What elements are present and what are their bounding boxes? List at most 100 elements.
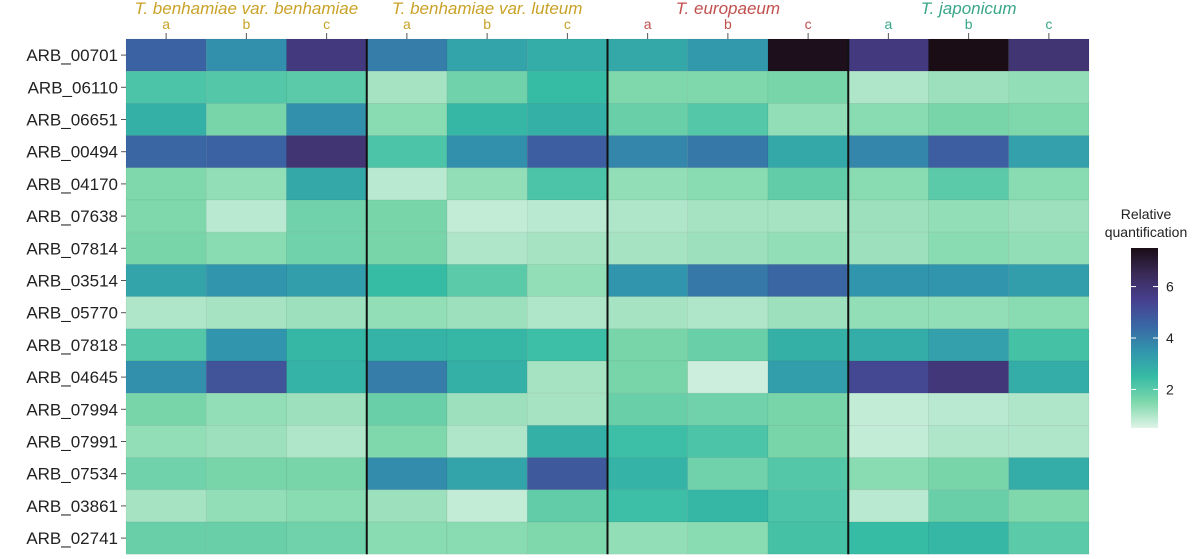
heatmap-cell [205,457,287,491]
heatmap-cell [687,264,769,297]
heatmap-cell [286,135,368,169]
heatmap-cell [446,457,528,491]
heatmap-cell [767,521,849,555]
heatmap-cell [526,296,608,330]
heatmap-cell [286,199,368,233]
heatmap-cell [847,70,929,104]
heatmap-cell [1008,264,1090,297]
group-label: T. benhamiae var. benhamiae [135,0,359,18]
heatmap-cell [366,167,448,201]
row-label: ARB_05770 [26,304,118,323]
heatmap-cell [366,392,448,426]
heatmap-cell [607,392,689,426]
heatmap-cell [687,103,769,136]
heatmap-cell [286,103,368,136]
row-label: ARB_06110 [28,78,118,97]
row-label: ARB_00494 [26,143,118,162]
heatmap-cell [847,521,929,555]
heatmap-cell [526,360,608,394]
heatmap-cell [928,296,1010,330]
heatmap-cell [366,103,448,136]
heatmap-cell [687,296,769,330]
heatmap-cell [767,103,849,136]
row-label: ARB_07991 [26,433,118,452]
heatmap-cell [607,296,689,330]
heatmap-cell [928,521,1010,555]
heatmap-cell [928,38,1010,72]
heatmap-cell [767,231,849,265]
heatmap-cell [928,425,1010,458]
heatmap-cell [1008,392,1090,426]
heatmap-cell [1008,457,1090,491]
heatmap-cell [607,489,689,523]
heatmap-cell [1008,328,1090,362]
replicate-label: b [724,16,732,32]
heatmap-cell [286,457,368,491]
heatmap-cell [286,392,368,426]
heatmap-cell [767,199,849,233]
heatmap-cell [366,425,448,458]
heatmap-cell [205,264,287,297]
colorbar-legend: Relative quantification 2 4 6 [1105,206,1187,428]
heatmap-cell [1008,360,1090,394]
heatmap-cell [366,70,448,104]
heatmap-cell [205,199,287,233]
heatmap-cell [928,103,1010,136]
heatmap-cell [847,103,929,136]
row-label: ARB_04170 [26,175,118,194]
replicate-label: c [1045,16,1052,32]
heatmap-cell [446,70,528,104]
heatmap-cell [446,360,528,394]
heatmap-cell [1008,296,1090,330]
heatmap-cell [286,264,368,297]
replicate-label: b [965,16,973,32]
heatmap-cell [286,521,368,555]
heatmap-cell [125,264,207,297]
heatmap-cell [607,135,689,169]
heatmap-cell [607,360,689,394]
heatmap-cell [366,489,448,523]
heatmap-cell [205,296,287,330]
heatmap-cell [286,231,368,265]
heatmap-cell [286,167,368,201]
heatmap-cell [847,360,929,394]
heatmap-cell [847,264,929,297]
heatmap-cell [687,38,769,72]
heatmap-cell [286,38,368,72]
heatmap-cell [928,167,1010,201]
colorbar-tick-label: 2 [1166,381,1174,397]
heatmap-cell [125,38,207,72]
heatmap-cell [526,103,608,136]
heatmap-cell [526,425,608,458]
heatmap-cell [125,425,207,458]
replicate-label: a [403,16,411,32]
heatmap-cell [125,199,207,233]
heatmap-cell [1008,521,1090,555]
heatmap-cell [928,489,1010,523]
heatmap-cell [1008,489,1090,523]
row-label: ARB_03514 [26,272,118,291]
heatmap-cell [446,135,528,169]
heatmap-cell [1008,70,1090,104]
row-label: ARB_07638 [26,207,118,226]
row-label: ARB_07814 [26,239,118,258]
row-label: ARB_04645 [26,368,118,387]
heatmap-cell [446,521,528,555]
heatmap-cell [205,70,287,104]
heatmap-cell [607,70,689,104]
heatmap-cell [687,360,769,394]
heatmap-cell [125,296,207,330]
colorbar-tick-label: 4 [1166,330,1174,346]
row-labels: ARB_00701 ARB_06110 ARB_06651 ARB_00494 ARB_… [26,46,126,548]
heatmap-cell [767,328,849,362]
heatmap-cell [205,425,287,458]
heatmap-cell [366,38,448,72]
heatmap-cell [366,231,448,265]
heatmap-cell [205,167,287,201]
heatmap-cell [366,199,448,233]
heatmap-cell [125,457,207,491]
heatmap-cell [767,167,849,201]
heatmap-cell [928,264,1010,297]
heatmap-cell [366,360,448,394]
